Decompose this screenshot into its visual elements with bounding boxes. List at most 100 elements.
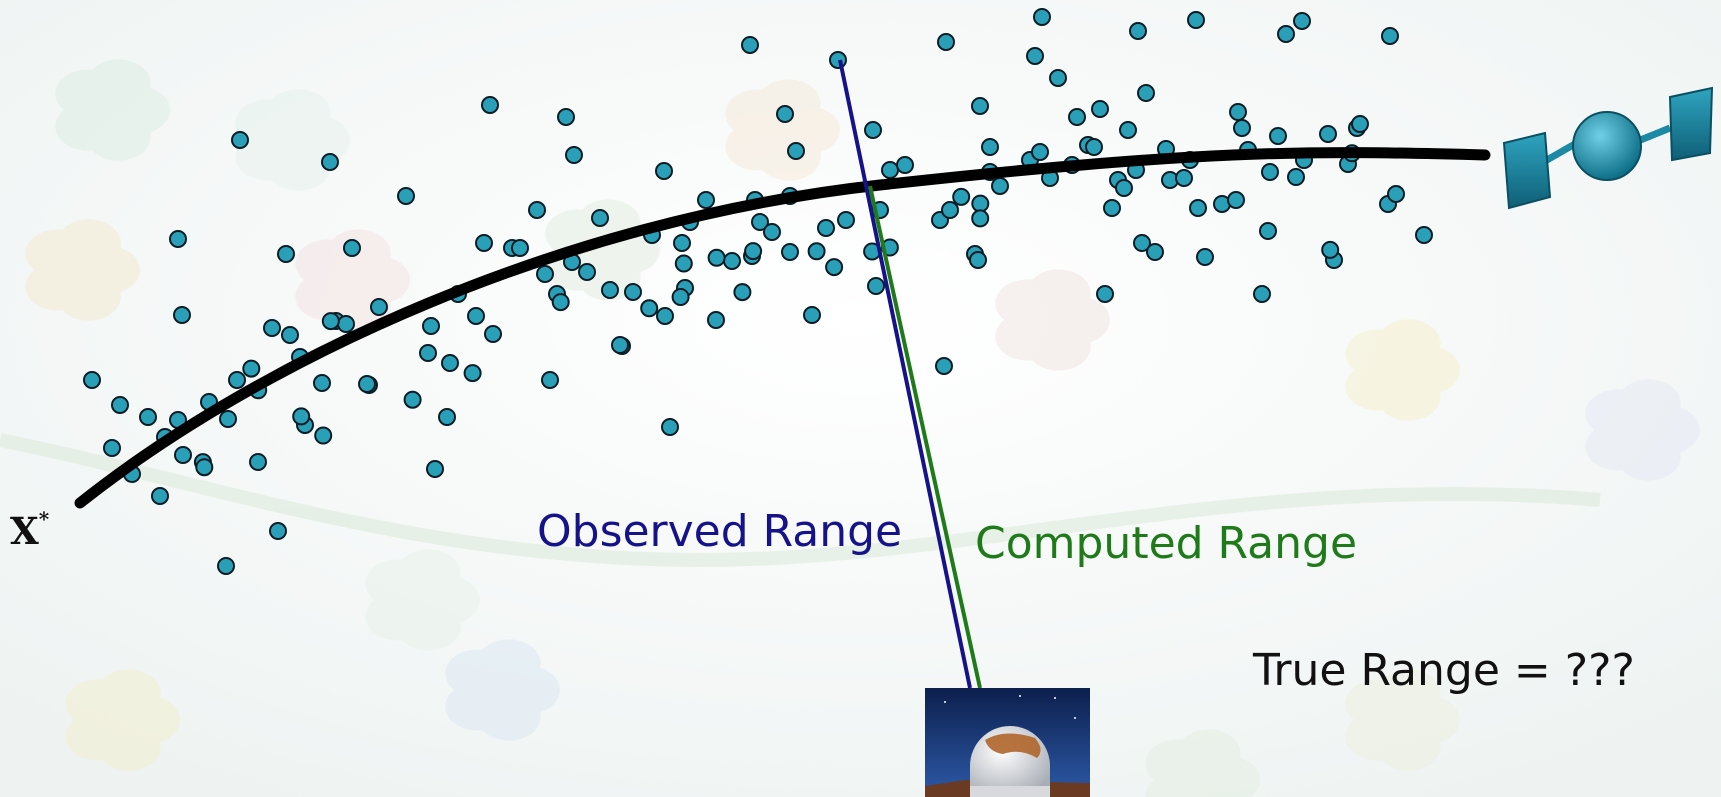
scatter-point: [169, 230, 187, 248]
scatter-point: [269, 522, 287, 540]
scatter-point: [867, 277, 885, 295]
flower-petal-decoration: [96, 669, 161, 718]
scatter-point: [707, 311, 725, 329]
scatter-point: [231, 131, 249, 149]
scatter-point: [263, 319, 281, 337]
scatter-point: [1103, 199, 1121, 217]
flower-petal-decoration: [1616, 379, 1681, 428]
scatter-point: [864, 121, 882, 139]
scatter-point: [426, 460, 444, 478]
scatter-point: [441, 354, 459, 372]
scatter-point: [565, 146, 583, 164]
flower-petal-decoration: [756, 79, 821, 128]
scatter-point: [803, 306, 821, 324]
flower-petal-decoration: [1376, 669, 1441, 718]
scatter-point: [467, 307, 485, 325]
scatter-point: [787, 142, 805, 160]
flower-petal-decoration: [65, 712, 130, 761]
computed-range-line: [868, 185, 982, 689]
scatter-point: [981, 138, 999, 156]
scatter-point: [1133, 234, 1151, 252]
flower-petal-decoration: [995, 312, 1060, 361]
flower-petal-decoration: [266, 89, 331, 138]
flower-petal-decoration: [725, 122, 790, 171]
scatter-point: [601, 281, 619, 299]
scatter-point: [1189, 199, 1207, 217]
scatter-point: [1119, 121, 1137, 139]
scatter-point: [1261, 163, 1279, 181]
scatter-point: [971, 209, 990, 228]
scatter-point: [1259, 222, 1277, 240]
scatter-point: [528, 201, 546, 219]
scatter-point: [321, 153, 339, 171]
scatter-point: [195, 458, 214, 477]
telescope-dome-icon: [925, 688, 1090, 797]
scatter-point: [1351, 115, 1369, 133]
scatter-point: [292, 407, 311, 426]
scatter-point: [1229, 103, 1247, 121]
scatter-point: [1196, 248, 1214, 266]
scatter-point: [776, 105, 794, 123]
scatter-point: [1115, 179, 1133, 197]
scatter-point: [1253, 285, 1271, 303]
scatter-point: [829, 51, 847, 69]
scatter-point: [173, 306, 191, 324]
scatter-point: [656, 307, 674, 325]
scatter-point: [591, 209, 609, 227]
scatter-point: [484, 325, 502, 343]
scatter-point: [475, 234, 493, 252]
scatter-point: [139, 408, 157, 426]
scatter-point: [1227, 191, 1245, 209]
scatter-point: [403, 390, 422, 409]
flower-petal-decoration: [1345, 712, 1410, 761]
scatter-point: [1381, 27, 1399, 45]
observed-range-label: Observed Range: [537, 506, 903, 557]
scatter-point: [151, 487, 169, 505]
scatter-point: [557, 108, 575, 126]
scatter-point: [1175, 169, 1193, 187]
scatter-point: [941, 201, 959, 219]
flower-petal-decoration: [1176, 729, 1241, 778]
flower-petal-decoration: [86, 59, 151, 108]
scatter-point: [1129, 22, 1147, 40]
scatter-point: [1068, 108, 1086, 126]
scatter-point: [463, 364, 482, 383]
scatter-point: [640, 299, 659, 318]
scatter-point: [969, 251, 987, 269]
scatter-point: [397, 187, 415, 205]
flower-petal-decoration: [55, 102, 120, 151]
scatter-point: [1187, 11, 1205, 29]
scatter-point: [1387, 185, 1405, 203]
scatter-point: [1096, 285, 1114, 303]
scatter-point: [314, 426, 333, 445]
scatter-point: [937, 33, 955, 51]
scatter-point: [321, 312, 340, 331]
scatter-point: [673, 234, 691, 252]
scatter-point: [551, 293, 570, 312]
scatter-point: [578, 263, 596, 281]
scatter-point: [1233, 119, 1251, 137]
scatter-point: [881, 161, 899, 179]
scatter-point: [971, 194, 990, 213]
scatter-point: [991, 177, 1009, 195]
scatter-point: [438, 408, 456, 426]
scatter-point: [952, 187, 971, 206]
scatter-point: [103, 439, 121, 457]
scatter-point: [111, 396, 129, 414]
scatter-point: [825, 258, 844, 277]
flower-petal-decoration: [1376, 319, 1441, 368]
scatter-point: [219, 410, 237, 428]
scatter-point: [1146, 243, 1164, 261]
flower-petal-decoration: [1585, 422, 1650, 471]
scatter-point: [1137, 84, 1155, 102]
scatter-point: [971, 97, 989, 115]
scatter-point: [655, 162, 673, 180]
satellite-icon: [1502, 86, 1714, 210]
scatter-point: [217, 557, 235, 575]
computed-range-label: Computed Range: [975, 518, 1358, 569]
scatter-point: [1415, 226, 1433, 244]
scatter-point: [277, 245, 295, 263]
scatter-point: [1321, 240, 1340, 259]
scatter-point: [896, 156, 914, 174]
